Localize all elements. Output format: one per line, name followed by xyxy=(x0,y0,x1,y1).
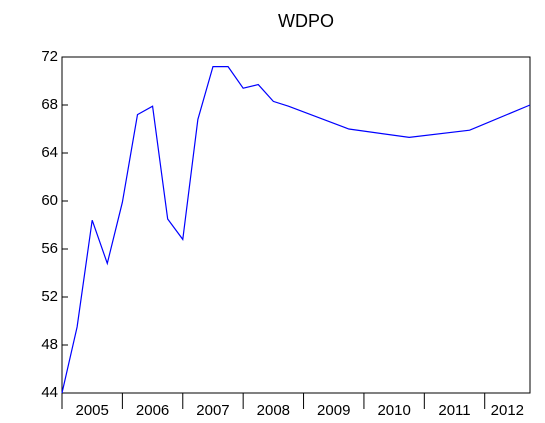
y-tick-label: 72 xyxy=(41,48,58,65)
x-tick-label: 2012 xyxy=(491,402,524,419)
y-tick-label: 68 xyxy=(41,96,58,113)
x-tick-label: 2006 xyxy=(136,402,169,419)
y-tick-label: 64 xyxy=(41,144,58,161)
x-tick-label: 2010 xyxy=(377,402,410,419)
y-tick-label: 48 xyxy=(41,336,58,353)
plot-frame xyxy=(61,56,531,394)
x-tick-label: 2008 xyxy=(257,402,290,419)
x-tick-label: 2007 xyxy=(196,402,229,419)
y-tick-label: 60 xyxy=(41,192,58,209)
y-tick-label: 56 xyxy=(41,240,58,257)
x-tick-label: 2011 xyxy=(438,402,470,419)
chart-title: WDPO xyxy=(278,11,334,31)
y-tick-label: 52 xyxy=(41,288,58,305)
x-tick-label: 2009 xyxy=(317,402,350,419)
y-tick-label: 44 xyxy=(41,384,58,401)
x-tick-label: 2005 xyxy=(76,402,109,419)
data-line xyxy=(61,66,531,394)
